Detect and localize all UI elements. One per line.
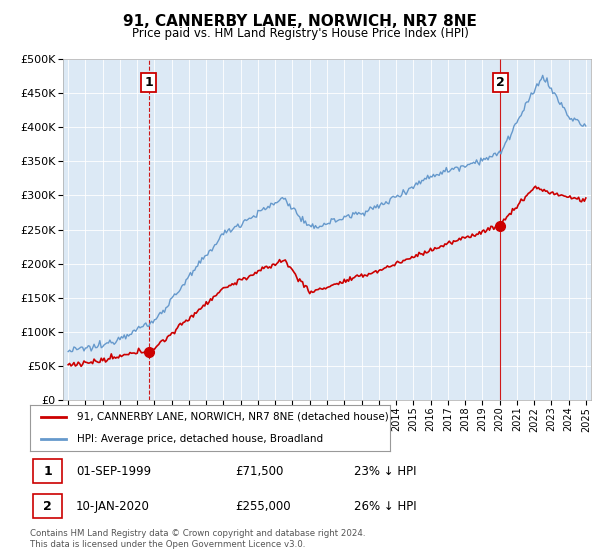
FancyBboxPatch shape <box>33 494 62 518</box>
Text: 91, CANNERBY LANE, NORWICH, NR7 8NE: 91, CANNERBY LANE, NORWICH, NR7 8NE <box>123 14 477 29</box>
Text: Price paid vs. HM Land Registry's House Price Index (HPI): Price paid vs. HM Land Registry's House … <box>131 27 469 40</box>
Text: 26% ↓ HPI: 26% ↓ HPI <box>354 500 416 512</box>
Text: 91, CANNERBY LANE, NORWICH, NR7 8NE (detached house): 91, CANNERBY LANE, NORWICH, NR7 8NE (det… <box>77 412 389 422</box>
Text: £71,500: £71,500 <box>235 465 284 478</box>
Text: £255,000: £255,000 <box>235 500 291 512</box>
Text: This data is licensed under the Open Government Licence v3.0.: This data is licensed under the Open Gov… <box>30 540 305 549</box>
Text: HPI: Average price, detached house, Broadland: HPI: Average price, detached house, Broa… <box>77 434 323 444</box>
FancyBboxPatch shape <box>33 459 62 483</box>
Text: 23% ↓ HPI: 23% ↓ HPI <box>354 465 416 478</box>
Text: 01-SEP-1999: 01-SEP-1999 <box>76 465 151 478</box>
Text: 2: 2 <box>43 500 52 512</box>
Text: 2: 2 <box>496 76 505 89</box>
Text: Contains HM Land Registry data © Crown copyright and database right 2024.: Contains HM Land Registry data © Crown c… <box>30 529 365 538</box>
Text: 1: 1 <box>43 465 52 478</box>
Text: 10-JAN-2020: 10-JAN-2020 <box>76 500 150 512</box>
Text: 1: 1 <box>145 76 153 89</box>
